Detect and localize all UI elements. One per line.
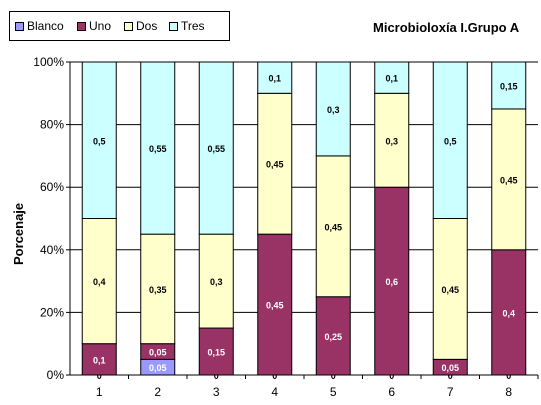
x-tick-label: 4 bbox=[271, 385, 278, 399]
x-tick-label: 2 bbox=[154, 385, 161, 399]
bar-segment-uno bbox=[81, 343, 117, 376]
bar-segment-uno bbox=[257, 233, 293, 376]
data-label-tres: 0,55 bbox=[149, 144, 167, 154]
data-label-blanco: 0 bbox=[272, 371, 277, 381]
legend-swatch-tres bbox=[169, 21, 178, 31]
bar-segment-tres bbox=[432, 61, 468, 219]
bar-segment-tres bbox=[198, 61, 234, 235]
data-label-uno: 0,05 bbox=[441, 363, 459, 373]
legend-item-dos: Dos bbox=[124, 19, 157, 33]
data-label-tres: 0,5 bbox=[93, 136, 106, 146]
data-label-tres: 0,55 bbox=[207, 144, 225, 154]
bar-segment-dos bbox=[374, 92, 410, 188]
legend-item-uno: Uno bbox=[77, 19, 111, 33]
legend-item-tres: Tres bbox=[169, 19, 205, 33]
legend-item-blanco: Blanco bbox=[15, 19, 64, 33]
data-label-blanco: 0 bbox=[506, 371, 511, 381]
chart-title: Microbioloxía I.Grupo A bbox=[373, 20, 520, 35]
legend-swatch-dos bbox=[124, 21, 133, 31]
y-tick-label: 60% bbox=[40, 180, 64, 194]
data-label-tres: 0,1 bbox=[385, 74, 398, 84]
bar-segment-tres bbox=[140, 61, 176, 235]
data-label-dos: 0,3 bbox=[210, 277, 223, 287]
bar-segment-tres bbox=[81, 61, 117, 219]
legend-swatch-uno bbox=[77, 21, 86, 31]
data-label-uno: 0,25 bbox=[324, 332, 342, 342]
bar-segment-tres bbox=[257, 61, 293, 94]
x-tick-label: 3 bbox=[213, 385, 220, 399]
x-tick-label: 6 bbox=[388, 385, 395, 399]
bar-segment-dos bbox=[198, 233, 234, 329]
data-label-uno: 0,4 bbox=[502, 308, 515, 318]
data-label-uno: 0,45 bbox=[266, 301, 284, 311]
bar-segment-dos bbox=[81, 218, 117, 345]
legend-label-blanco: Blanco bbox=[27, 19, 64, 33]
x-tick-label: 7 bbox=[447, 385, 454, 399]
data-label-uno: 0,05 bbox=[149, 348, 167, 358]
bar-segment-tres bbox=[374, 61, 410, 94]
data-label-blanco: 0 bbox=[389, 371, 394, 381]
data-label-uno: 0,6 bbox=[385, 277, 398, 287]
x-tick-label: 8 bbox=[505, 385, 512, 399]
x-tick-label: 1 bbox=[96, 385, 103, 399]
data-label-tres: 0,5 bbox=[444, 136, 457, 146]
x-tick-label: 5 bbox=[330, 385, 337, 399]
data-label-dos: 0,45 bbox=[266, 160, 284, 170]
data-label-blanco: 0 bbox=[214, 371, 219, 381]
legend-label-dos: Dos bbox=[136, 19, 158, 33]
data-label-tres: 0,1 bbox=[268, 74, 281, 84]
bar-segment-dos bbox=[432, 218, 468, 360]
bar-segment-uno bbox=[198, 327, 234, 376]
y-tick-label: 40% bbox=[40, 243, 64, 257]
bar-segment-tres bbox=[491, 61, 527, 110]
bar-segment-uno bbox=[374, 186, 410, 376]
data-label-dos: 0,35 bbox=[149, 285, 167, 295]
data-label-dos: 0,4 bbox=[93, 277, 106, 287]
legend-label-tres: Tres bbox=[181, 19, 205, 33]
data-label-blanco: 0,05 bbox=[149, 363, 167, 373]
data-label-dos: 0,45 bbox=[500, 175, 518, 185]
y-tick-label: 20% bbox=[40, 305, 64, 319]
bar-segment-uno bbox=[315, 296, 351, 376]
data-label-uno: 0,15 bbox=[207, 348, 225, 358]
legend-swatch-blanco bbox=[15, 21, 24, 31]
data-label-uno: 0,1 bbox=[93, 355, 106, 365]
y-tick-label: 100% bbox=[33, 55, 64, 69]
legend: Blanco Uno Dos Tres bbox=[9, 11, 230, 41]
legend-label-uno: Uno bbox=[89, 19, 112, 33]
data-label-blanco: 0 bbox=[331, 371, 336, 381]
bar-segment-tres bbox=[315, 61, 351, 157]
data-label-blanco: 0 bbox=[448, 371, 453, 381]
y-tick-label: 80% bbox=[40, 118, 64, 132]
data-label-dos: 0,45 bbox=[441, 285, 459, 295]
bar-segment-dos bbox=[257, 92, 293, 235]
data-label-blanco: 0 bbox=[97, 371, 102, 381]
y-tick-label: 0% bbox=[47, 368, 65, 382]
data-label-tres: 0,3 bbox=[327, 105, 340, 115]
data-label-dos: 0,3 bbox=[385, 136, 398, 146]
data-label-dos: 0,45 bbox=[324, 222, 342, 232]
data-label-tres: 0,15 bbox=[500, 81, 518, 91]
